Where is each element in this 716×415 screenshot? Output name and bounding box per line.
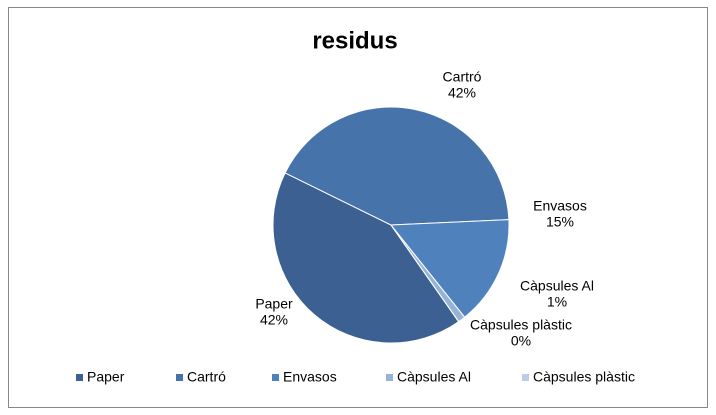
slice-value-label: 42%: [260, 312, 288, 328]
slice-category-label: Càpsules Al: [520, 278, 594, 294]
pie-slice: [272, 172, 460, 344]
slice-category-label: Envasos: [533, 198, 587, 214]
legend-swatch: [522, 374, 529, 381]
pie-slice: [389, 219, 510, 318]
slice-category-label: Cartró: [443, 69, 482, 85]
slice-category-label: Paper: [255, 296, 293, 312]
pie-slice: [284, 106, 510, 226]
slice-value-label: 0%: [511, 333, 531, 349]
slice-value-label: 15%: [546, 214, 574, 230]
slice-value-label: 1%: [547, 294, 567, 310]
legend-label: Càpsules Al: [397, 369, 471, 385]
legend-label: Càpsules plàstic: [533, 369, 635, 385]
legend-label: Cartró: [187, 369, 226, 385]
pie-slice: [390, 224, 466, 323]
slice-value-label: 42%: [448, 85, 476, 101]
legend-swatch: [176, 374, 183, 381]
legend-label: Paper: [87, 369, 125, 385]
legend-swatch: [272, 374, 279, 381]
chart-title: residus: [312, 27, 397, 54]
legend-label: Envasos: [283, 369, 337, 385]
legend-swatch: [386, 374, 393, 381]
legend-swatch: [76, 374, 83, 381]
slice-category-label: Càpsules plàstic: [470, 317, 572, 333]
